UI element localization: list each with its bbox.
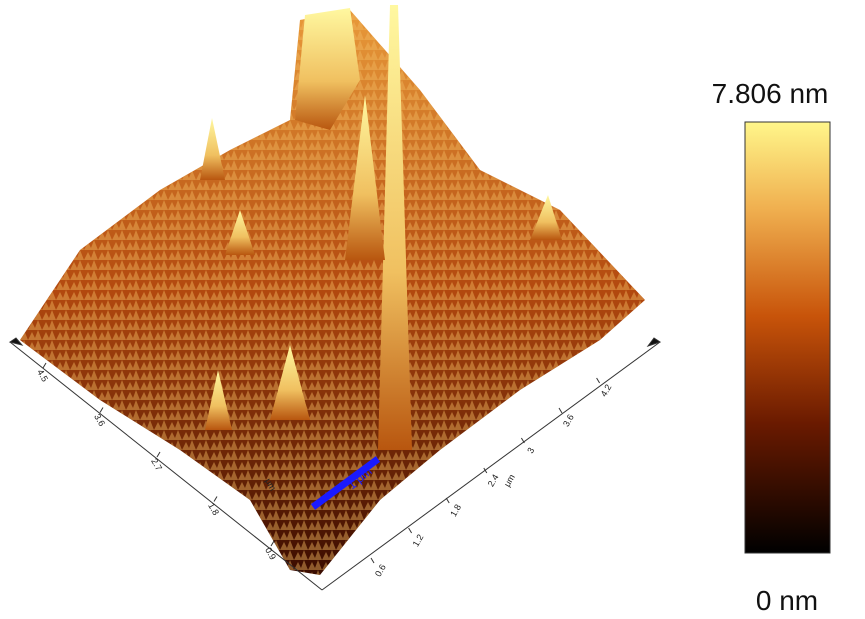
tick-mark: [445, 497, 450, 504]
tick-mark: [270, 540, 275, 547]
x-tick-label: 1.2: [411, 533, 426, 549]
tick-mark: [408, 527, 413, 534]
x-tick-label: 0.6: [373, 563, 388, 579]
tick-mark: [520, 437, 525, 444]
y-tick-label: 4.5: [35, 368, 50, 384]
tick-mark: [156, 451, 161, 458]
tick-mark: [99, 407, 104, 413]
y-tick-label: 0.9: [263, 546, 278, 562]
colorbar-min: 0 nm: [756, 585, 818, 616]
tick-mark: [558, 407, 563, 414]
y-tick-label: 3.6: [92, 412, 107, 428]
tick-mark: [370, 557, 375, 564]
axes: [8, 337, 662, 591]
x-tick-label: 2.4: [486, 473, 501, 489]
surface: [20, 5, 645, 575]
tick-mark: [213, 496, 218, 502]
x-tick-label: 3.6: [561, 413, 576, 429]
scale-bar: [310, 456, 381, 510]
x-tick-label: 1.8: [448, 503, 463, 519]
tick-mark: [596, 377, 601, 384]
colorbar-max: 7.806 nm: [712, 78, 829, 109]
colorbar: [744, 121, 831, 554]
y-tick-label: 2.7: [149, 457, 164, 473]
tick-mark: [483, 467, 488, 474]
axis-unit: μm: [502, 473, 517, 489]
y-tick-label: 1.8: [206, 501, 221, 517]
tick-mark: [42, 362, 47, 369]
x-tick-label: 3: [525, 446, 536, 455]
